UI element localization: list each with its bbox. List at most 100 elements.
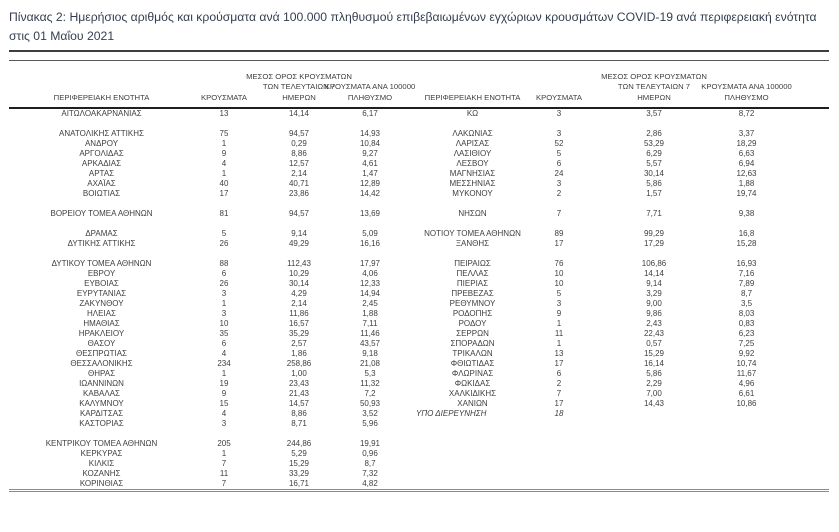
cell-region: ΘΕΣΠΡΩΤΙΑΣ [76, 349, 127, 358]
cell-avg7: 0,57 [646, 339, 662, 348]
cell-avg7: 5,29 [291, 449, 307, 458]
cell-avg7: 244,86 [286, 439, 312, 448]
cell-avg7: 2,57 [291, 339, 307, 348]
column-spacer [396, 179, 416, 189]
cell-avg7: 3,29 [646, 289, 662, 298]
cell-region: ΡΟΔΟΠΗΣ [452, 309, 493, 318]
cell-avg7: 1,57 [646, 189, 662, 198]
table-row: ΑΝΑΤΟΛΙΚΗΣ ΑΤΤΙΚΗΣ 75 94,57 14,93 ΛΑΚΩΝΙΑΣ 3 2… [9, 129, 829, 139]
column-spacer [774, 329, 829, 339]
table-row: ΚΑΡΔΙΤΣΑΣ 4 8,86 3,52 ΥΠΟ ΔΙΕΡΕΥΝΗΣΗ 18 [9, 409, 829, 419]
cell-per100k: 8,03 [738, 309, 755, 318]
column-spacer [396, 419, 416, 429]
cell-region: ΤΡΙΚΑΛΩΝ [452, 349, 493, 358]
cell-per100k: 3,37 [738, 129, 755, 138]
title-rule [9, 50, 829, 52]
cell-region: ΚΟΖΑΝΗΣ [82, 469, 121, 478]
column-spacer [396, 229, 416, 239]
cell-cases: 17 [219, 189, 229, 198]
cell-avg7: 8,71 [291, 419, 307, 428]
cell-per100k: 11,32 [360, 379, 380, 388]
cell-region: ΚΟΡΙΝΘΙΑΣ [79, 479, 124, 488]
cell-avg7: 23,43 [288, 379, 310, 388]
cell-cases: 81 [219, 209, 229, 218]
cell-region: ΚΕΡΚΥΡΑΣ [80, 449, 123, 458]
cell-avg7: 40,71 [288, 179, 310, 188]
col-header-cases-right: ΚΡΟΥΣΜΑΤΑ [529, 61, 589, 109]
cell-avg7: 53,29 [643, 139, 665, 148]
column-spacer [774, 209, 829, 219]
cell-cases: 1 [556, 319, 562, 328]
cell-avg7 [589, 479, 719, 491]
column-spacer [396, 409, 416, 419]
cell-cases: 19 [219, 379, 229, 388]
cell-per100k: 6,61 [738, 389, 755, 398]
cell-region: ΜΥΚΟΝΟΥ [452, 189, 493, 198]
cell-cases: 75 [219, 129, 229, 138]
column-spacer [774, 139, 829, 149]
cell-avg7: 33,29 [288, 469, 310, 478]
cell-per100k: 8,72 [738, 109, 755, 118]
column-spacer [774, 149, 829, 159]
table-row: ΚΑΛΥΜΝΟΥ 15 14,57 50,93 ΧΑΝΙΩΝ 17 14,43 10,86 [9, 399, 829, 409]
cell-cases: 11 [219, 469, 229, 478]
column-spacer [774, 359, 829, 369]
cell-avg7: 6,29 [646, 149, 662, 158]
cell-region: ΗΛΕΙΑΣ [87, 309, 116, 318]
covid-cases-table: ΠΕΡΙΦΕΡΕΙΑΚΗ ΕΝΟΤΗΤΑ ΚΡΟΥΣΜΑΤΑ ΜΕΣΟΣ ΟΡΟ… [9, 60, 829, 492]
cell-cases: 40 [219, 179, 229, 188]
cell-region: ΥΠΟ ΔΙΕΡΕΥΝΗΣΗ [416, 409, 487, 418]
column-spacer [774, 449, 829, 459]
cell-region: ΛΕΣΒΟΥ [456, 159, 489, 168]
cell-cases: 35 [219, 329, 229, 338]
cell-cases: 2 [556, 379, 562, 388]
row-spacer [9, 219, 829, 229]
table-row: ΗΜΑΘΙΑΣ 10 16,57 7,11 ΡΟΔΟΥ 1 2,43 0,83 [9, 319, 829, 329]
cell-cases: 7 [556, 209, 562, 218]
cell-avg7: 21,43 [288, 389, 310, 398]
col-header-per100k-left: ΚΡΟΥΣΜΑΤΑ ΑΝΑ 100000 ΠΛΗΘΥΣΜΟ [325, 61, 416, 109]
cell-per100k [719, 469, 774, 479]
cell-region: ΚΑΡΔΙΤΣΑΣ [79, 409, 124, 418]
spacer-row [9, 249, 829, 259]
cell-per100k: 0,83 [738, 319, 755, 328]
column-spacer [396, 159, 416, 169]
cell-avg7: 16,71 [288, 479, 310, 488]
cell-region: ΠΕΙΡΑΙΩΣ [454, 259, 491, 268]
cell-avg7: 2,29 [646, 379, 662, 388]
cell-cases: 7 [556, 389, 562, 398]
cell-cases: 9 [221, 389, 227, 398]
cell-per100k: 3,52 [362, 409, 378, 418]
cell-avg7: 16,14 [643, 359, 665, 368]
cell-per100k: 10,74 [736, 359, 757, 368]
cell-avg7: 35,29 [288, 329, 310, 338]
report-page: Πίνακας 2: Ημερήσιος αριθμός και κρούσμα… [9, 10, 829, 492]
column-spacer [396, 369, 416, 379]
cell-region: ΣΕΡΡΩΝ [456, 329, 489, 338]
cell-region: ΖΑΚΥΝΘΟΥ [79, 299, 124, 308]
column-spacer [774, 309, 829, 319]
cell-cases: 205 [217, 439, 231, 448]
spacer-row [9, 199, 829, 209]
cell-cases: 6 [221, 339, 227, 348]
table-row: ΘΕΣΠΡΩΤΙΑΣ 4 1,86 9,18 ΤΡΙΚΑΛΩΝ 13 15,29 9,92 [9, 349, 829, 359]
table-row: ΒΟΡΕΙΟΥ ΤΟΜΕΑ ΑΘΗΝΩΝ 81 94,57 13,69 ΝΗΣΩΝ 7 7,… [9, 209, 829, 219]
row-spacer [9, 199, 829, 209]
cell-per100k: 14,42 [359, 189, 381, 198]
table-row: ΚΕΡΚΥΡΑΣ 1 5,29 0,96 [9, 449, 829, 459]
cell-per100k: 50,93 [359, 399, 381, 408]
cell-per100k: 1,88 [738, 179, 755, 188]
cell-cases: 5 [556, 289, 562, 298]
column-spacer [774, 349, 829, 359]
cell-per100k: 13,69 [359, 209, 381, 218]
cell-per100k: 4,06 [362, 269, 378, 278]
cell-per100k [719, 409, 774, 419]
cell-avg7: 94,57 [288, 129, 310, 138]
col-header-region-left: ΠΕΡΙΦΕΡΕΙΑΚΗ ΕΝΟΤΗΤΑ [9, 61, 194, 109]
cell-per100k: 7,11 [362, 319, 378, 328]
cell-avg7 [589, 449, 719, 459]
cell-cases: 7 [221, 459, 227, 468]
table-row: ΗΡΑΚΛΕΙΟΥ 35 35,29 11,46 ΣΕΡΡΩΝ 11 22,43 6,23 [9, 329, 829, 339]
cell-region: ΕΒΡΟΥ [87, 269, 116, 278]
cell-cases: 17 [554, 399, 564, 408]
